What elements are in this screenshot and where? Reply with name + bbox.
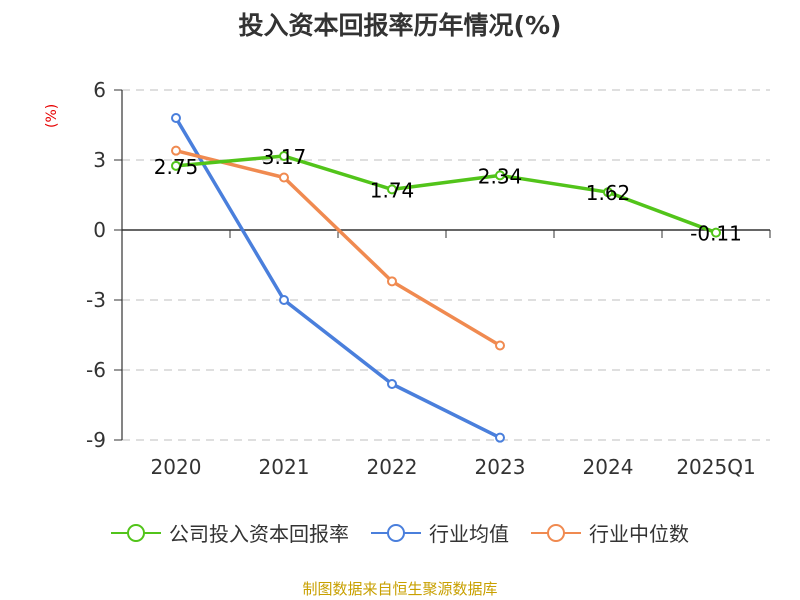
y-tick-label: 3 <box>93 148 106 172</box>
data-label: 2.34 <box>478 164 523 188</box>
data-point <box>171 145 181 156</box>
legend-label-industry-median: 行业中位数 <box>589 522 689 546</box>
data-point <box>603 187 613 198</box>
data-label: 1.62 <box>586 181 631 205</box>
chart-title: 投入资本回报率历年情况(%) <box>238 11 562 40</box>
data-point <box>279 172 289 183</box>
x-tick-label: 2020 <box>151 455 202 479</box>
x-tick-label: 2021 <box>259 455 310 479</box>
data-point <box>387 379 397 389</box>
data-point <box>279 151 289 162</box>
data-label: 3.17 <box>262 145 307 169</box>
x-tick-label: 2024 <box>583 455 634 479</box>
data-point <box>711 227 721 238</box>
data-point <box>279 295 289 305</box>
data-point <box>387 276 397 287</box>
data-point <box>171 113 181 123</box>
data-point <box>171 160 181 171</box>
y-tick-label: 0 <box>93 218 106 242</box>
legend-label-company: 公司投入资本回报率 <box>169 522 349 546</box>
data-point <box>495 170 505 181</box>
legend-label-industry-mean: 行业均值 <box>429 522 509 546</box>
data-source-note: 制图数据来自恒生聚源数据库 <box>302 580 498 598</box>
series-line <box>175 154 717 235</box>
legend-swatch-industry-median-icon <box>531 523 581 542</box>
y-tick-label: -3 <box>86 288 106 312</box>
legend-item-industry-median[interactable]: 行业中位数 <box>531 518 689 547</box>
x-tick-label: 2023 <box>475 455 526 479</box>
data-label: 2.75 <box>154 155 199 179</box>
y-tick-label: -9 <box>86 428 106 452</box>
data-point <box>387 184 397 195</box>
legend: 公司投入资本回报率 行业均值 行业中位数 <box>0 518 800 547</box>
x-tick-label: 2025Q1 <box>676 455 755 479</box>
data-label: 1.74 <box>370 178 415 202</box>
y-tick-label: -6 <box>86 358 106 382</box>
data-point <box>495 340 505 351</box>
data-label: -0.11 <box>690 222 742 246</box>
legend-swatch-company-icon <box>111 523 161 542</box>
series-line <box>174 117 501 440</box>
legend-swatch-industry-mean-icon <box>371 523 421 542</box>
series-line <box>175 148 501 348</box>
legend-item-company[interactable]: 公司投入资本回报率 <box>111 518 349 547</box>
x-tick-label: 2022 <box>367 455 418 479</box>
legend-item-industry-mean[interactable]: 行业均值 <box>371 518 509 547</box>
y-tick-label: 6 <box>93 78 106 102</box>
data-point <box>495 432 505 443</box>
